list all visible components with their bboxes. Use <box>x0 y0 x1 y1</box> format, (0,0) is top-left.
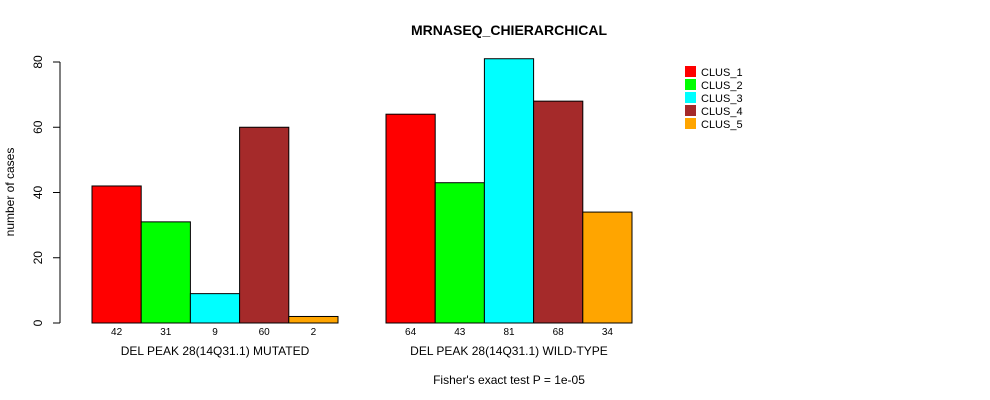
chart-title: MRNASEQ_CHIERARCHICAL <box>411 22 607 38</box>
bar-clus2-group1 <box>140 221 191 324</box>
y-axis-label: number of cases <box>3 148 17 237</box>
group-label: DEL PEAK 28(14Q31.1) MUTATED <box>121 344 310 358</box>
fisher-test-footnote: Fisher's exact test P = 1e-05 <box>433 373 585 387</box>
y-tick-label: 80 <box>31 55 45 69</box>
bar-clus3-group1 <box>189 293 241 324</box>
y-tick-label: 0 <box>31 319 45 326</box>
legend-swatch <box>685 92 696 103</box>
bar-clus4-group2 <box>533 100 584 324</box>
legend-swatch <box>685 79 696 90</box>
bar-value-label: 60 <box>259 327 271 338</box>
y-tick-label: 20 <box>31 251 45 265</box>
legend-label: CLUS_4 <box>701 106 743 118</box>
bar-clus5-group1 <box>288 315 339 324</box>
bar-value-label: 43 <box>454 327 466 338</box>
legend-label: CLUS_2 <box>701 80 743 92</box>
legend-label: CLUS_5 <box>701 119 743 131</box>
legend-label: CLUS_3 <box>701 93 743 105</box>
legend-swatch <box>685 66 696 77</box>
bar-value-label: 68 <box>553 327 565 338</box>
bar-value-label: 64 <box>405 327 417 338</box>
bar-value-label: 9 <box>212 327 218 338</box>
bar-value-label: 2 <box>311 327 317 338</box>
bar-clus4-group1 <box>239 126 290 324</box>
legend-swatch <box>685 105 696 116</box>
bar-clus2-group2 <box>434 182 485 324</box>
bar-clus3-group2 <box>483 58 535 324</box>
bar-value-labels: 42 31 9 60 2 64 43 81 68 34 <box>111 327 613 338</box>
bar-clus1-group2 <box>385 113 436 324</box>
bars <box>91 58 633 324</box>
bar-value-label: 42 <box>111 327 123 338</box>
group-label: DEL PEAK 28(14Q31.1) WILD-TYPE <box>410 344 608 358</box>
bar-value-label: 81 <box>503 327 515 338</box>
bar-value-label: 31 <box>160 327 172 338</box>
legend-label: CLUS_1 <box>701 67 743 79</box>
bar-value-label: 34 <box>602 327 614 338</box>
bar-clus5-group2 <box>582 211 633 324</box>
bar-clus1-group1 <box>91 185 142 324</box>
legend-swatch <box>685 118 696 129</box>
y-tick-label: 60 <box>31 120 45 134</box>
y-tick-label: 40 <box>31 186 45 200</box>
group-labels: DEL PEAK 28(14Q31.1) MUTATED DEL PEAK 28(… <box>121 344 608 358</box>
y-axis: 0 20 40 60 80 <box>31 55 61 326</box>
